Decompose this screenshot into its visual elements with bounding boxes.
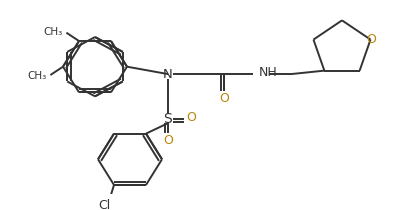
Text: N: N [163, 68, 173, 81]
Text: NH: NH [259, 66, 278, 79]
Text: O: O [367, 33, 377, 46]
Text: CH₃: CH₃ [27, 71, 46, 81]
Text: S: S [164, 112, 172, 126]
Text: O: O [186, 111, 196, 124]
Text: CH₃: CH₃ [43, 27, 62, 37]
Text: O: O [219, 92, 229, 105]
Text: O: O [163, 134, 173, 147]
Text: Cl: Cl [98, 199, 110, 210]
